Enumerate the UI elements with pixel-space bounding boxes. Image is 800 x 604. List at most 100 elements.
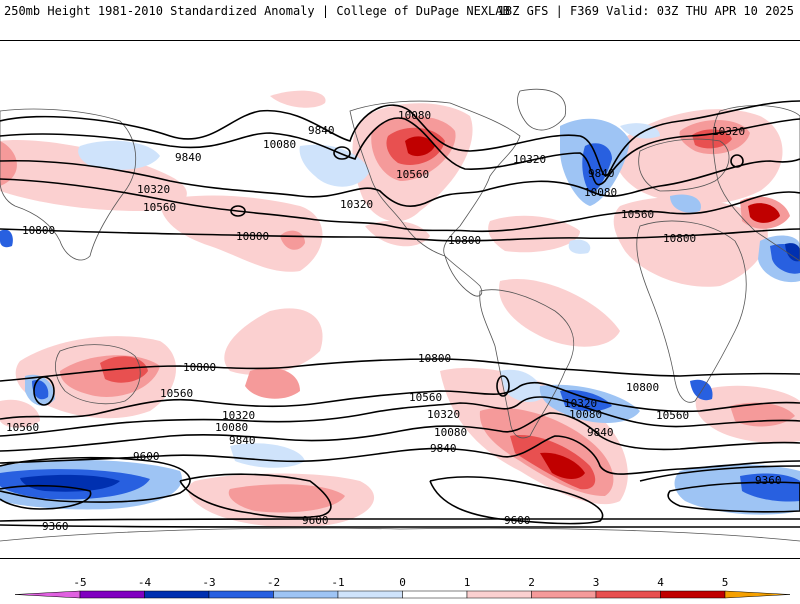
colorbar-tick-label: -2 xyxy=(267,576,280,589)
contour-9600-b xyxy=(179,473,332,519)
anomaly-region xyxy=(540,452,585,479)
anomaly-region xyxy=(20,474,120,492)
contour-label: 10320 xyxy=(427,408,460,421)
anomaly-region xyxy=(100,356,148,383)
colorbar-segment xyxy=(273,590,339,599)
asia-east-outline xyxy=(0,108,137,261)
greenland-outline xyxy=(517,88,566,131)
contour-10800-sh xyxy=(0,358,800,382)
anomaly-region xyxy=(613,197,768,287)
colorbar-tick-label: 2 xyxy=(528,576,535,589)
anomaly-region xyxy=(560,390,612,412)
contour-10800-nh xyxy=(0,228,800,242)
colorbar-tick-label: 5 xyxy=(722,576,729,589)
contour-label: 9600 xyxy=(302,514,329,527)
australia-outline xyxy=(55,344,141,405)
contour-9360-a xyxy=(0,484,92,510)
anomaly-region xyxy=(299,144,370,187)
closed-low-small xyxy=(496,375,510,397)
colorbar: -5 -4 -3 -2 -1 0 1 2 3 4 5 xyxy=(0,560,800,600)
contour-label: 10560 xyxy=(621,208,654,221)
anomaly-region xyxy=(692,129,732,149)
colorbar-segment xyxy=(660,590,726,599)
coastlines xyxy=(0,88,800,542)
model-valid-time: 18Z GFS | F369 Valid: 03Z THU APR 10 202… xyxy=(497,4,794,18)
colorbar-segment xyxy=(402,590,468,599)
contour-label: 9840 xyxy=(587,426,614,439)
contour-label: 10080 xyxy=(569,408,602,421)
colorbar-tick-label: 1 xyxy=(464,576,471,589)
anomaly-region xyxy=(245,367,300,399)
contour-label: 10800 xyxy=(183,361,216,374)
contour-labels: 9840 10080 10080 9840 10320 10560 10560 … xyxy=(6,109,782,533)
antarctica-outline xyxy=(0,527,800,542)
contour-10560-nh xyxy=(0,178,800,233)
colorbar-tick-labels: -5 -4 -3 -2 -1 0 1 2 3 4 5 xyxy=(73,576,728,589)
contour-10320-nh xyxy=(0,158,800,207)
contour-label: 10080 xyxy=(434,426,467,439)
south-america-outline xyxy=(479,289,574,439)
contour-9360-south xyxy=(0,524,800,528)
contour-label: 9360 xyxy=(755,474,782,487)
anomaly-region xyxy=(488,215,580,253)
contour-10560-sh xyxy=(0,381,800,420)
colorbar-segments xyxy=(14,590,791,599)
negative-anomaly-shading xyxy=(0,118,800,515)
anomaly-region xyxy=(365,220,430,247)
colorbar-extend-low xyxy=(14,590,81,599)
contour-label: 10560 xyxy=(396,168,429,181)
contour-9600-a xyxy=(0,456,191,503)
contour-9840-sh xyxy=(0,435,800,475)
contour-label: 10800 xyxy=(663,232,696,245)
colorbar-tick-label: -1 xyxy=(331,576,344,589)
colorbar-tick-label: 4 xyxy=(657,576,664,589)
colorbar-tick-label: 3 xyxy=(593,576,600,589)
contour-label: 9840 xyxy=(175,151,202,164)
height-contours xyxy=(0,100,800,528)
contour-label: 10080 xyxy=(398,109,431,122)
contour-label: 10560 xyxy=(656,409,689,422)
map-title: 250mb Height 1981-2010 Standardized Anom… xyxy=(4,4,510,18)
anomaly-region xyxy=(740,473,800,502)
colorbar-segment xyxy=(337,590,403,599)
colorbar-segment xyxy=(531,590,597,599)
anomaly-region xyxy=(270,90,326,108)
anomaly-region xyxy=(32,380,49,400)
anomaly-region xyxy=(582,143,612,193)
contour-9360-b xyxy=(667,481,800,513)
anomaly-region xyxy=(0,229,13,248)
contour-label: 9360 xyxy=(42,520,69,533)
anomaly-region xyxy=(405,136,435,157)
contour-label: 10800 xyxy=(22,224,55,237)
contour-label: 10560 xyxy=(409,391,442,404)
closed-high-small xyxy=(230,205,246,217)
closed-low-small xyxy=(33,376,55,406)
anomaly-region xyxy=(785,243,800,262)
colorbar-segment xyxy=(595,590,661,599)
colorbar-segment xyxy=(208,590,274,599)
colorbar-segment xyxy=(79,590,145,599)
contour-label: 10800 xyxy=(448,234,481,247)
contour-label: 10080 xyxy=(584,186,617,199)
contour-label: 10320 xyxy=(137,183,170,196)
contour-label: 10320 xyxy=(513,153,546,166)
colorbar-tick-label: -4 xyxy=(138,576,152,589)
map-panel[interactable]: 9840 10080 10080 9840 10320 10560 10560 … xyxy=(0,40,800,559)
contour-label: 9840 xyxy=(229,434,256,447)
colorbar-tick-label: -5 xyxy=(73,576,86,589)
contour-label: 10080 xyxy=(215,421,248,434)
contour-10080-nh xyxy=(0,117,800,186)
colorbar-tick-label: -3 xyxy=(202,576,215,589)
anomaly-region xyxy=(0,141,17,186)
colorbar-tick-label: 0 xyxy=(399,576,406,589)
closed-low-small xyxy=(333,146,351,160)
closed-high-small xyxy=(730,154,744,168)
anomaly-region xyxy=(160,195,323,272)
contour-label: 10560 xyxy=(143,201,176,214)
contour-label: 10320 xyxy=(712,125,745,138)
contour-label: 9840 xyxy=(588,167,615,180)
contour-9600-c xyxy=(429,476,604,525)
anomaly-region xyxy=(690,379,713,401)
africa-outline xyxy=(636,220,747,403)
anomaly-region xyxy=(224,308,323,375)
